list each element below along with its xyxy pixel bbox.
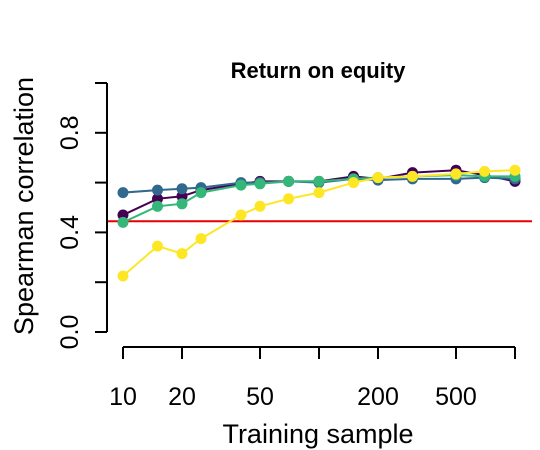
- x-tick-label: 50: [246, 383, 274, 411]
- series-3-point: [283, 175, 295, 187]
- x-tick-label: 10: [109, 383, 137, 411]
- series-4-point: [348, 177, 359, 189]
- series-3-point: [176, 198, 188, 210]
- y-tick-label: 0.0: [56, 315, 84, 350]
- series-2-point: [152, 184, 163, 196]
- series-4-point: [117, 270, 129, 282]
- series-2-point: [117, 187, 129, 199]
- x-axis-label: Training sample: [222, 419, 413, 449]
- series-3-point: [313, 175, 325, 187]
- series-4-point: [479, 165, 491, 177]
- y-tick-label: 0.4: [56, 215, 84, 250]
- series-3-point: [195, 187, 207, 199]
- series-3-point: [235, 179, 247, 191]
- series-4-point: [450, 168, 462, 180]
- series-4-point: [235, 209, 247, 221]
- series-4-point: [283, 193, 295, 205]
- axes: 10 20 50 200 500 0.0 0.4 0.8: [56, 82, 516, 411]
- series-4-point: [407, 170, 418, 182]
- series-3-point: [152, 200, 163, 212]
- series-4-point: [313, 187, 325, 199]
- plot-area: [108, 164, 532, 282]
- series-2-point: [176, 183, 188, 195]
- x-tick-label: 500: [435, 383, 477, 411]
- chart-title: Return on equity: [231, 58, 407, 83]
- series-4-point: [372, 172, 384, 184]
- series-4-point: [152, 240, 163, 252]
- y-axis-label: Spearman correlation: [9, 77, 39, 335]
- y-tick-label: 0.8: [56, 115, 84, 150]
- series-3-point: [254, 178, 266, 190]
- x-tick-label: 20: [168, 383, 196, 411]
- series-4-point: [195, 233, 207, 245]
- series-3-point: [117, 216, 129, 228]
- series-4-point: [176, 248, 188, 260]
- x-tick-label: 200: [357, 383, 399, 411]
- series-4-point: [509, 164, 521, 176]
- series-4-point: [254, 200, 266, 212]
